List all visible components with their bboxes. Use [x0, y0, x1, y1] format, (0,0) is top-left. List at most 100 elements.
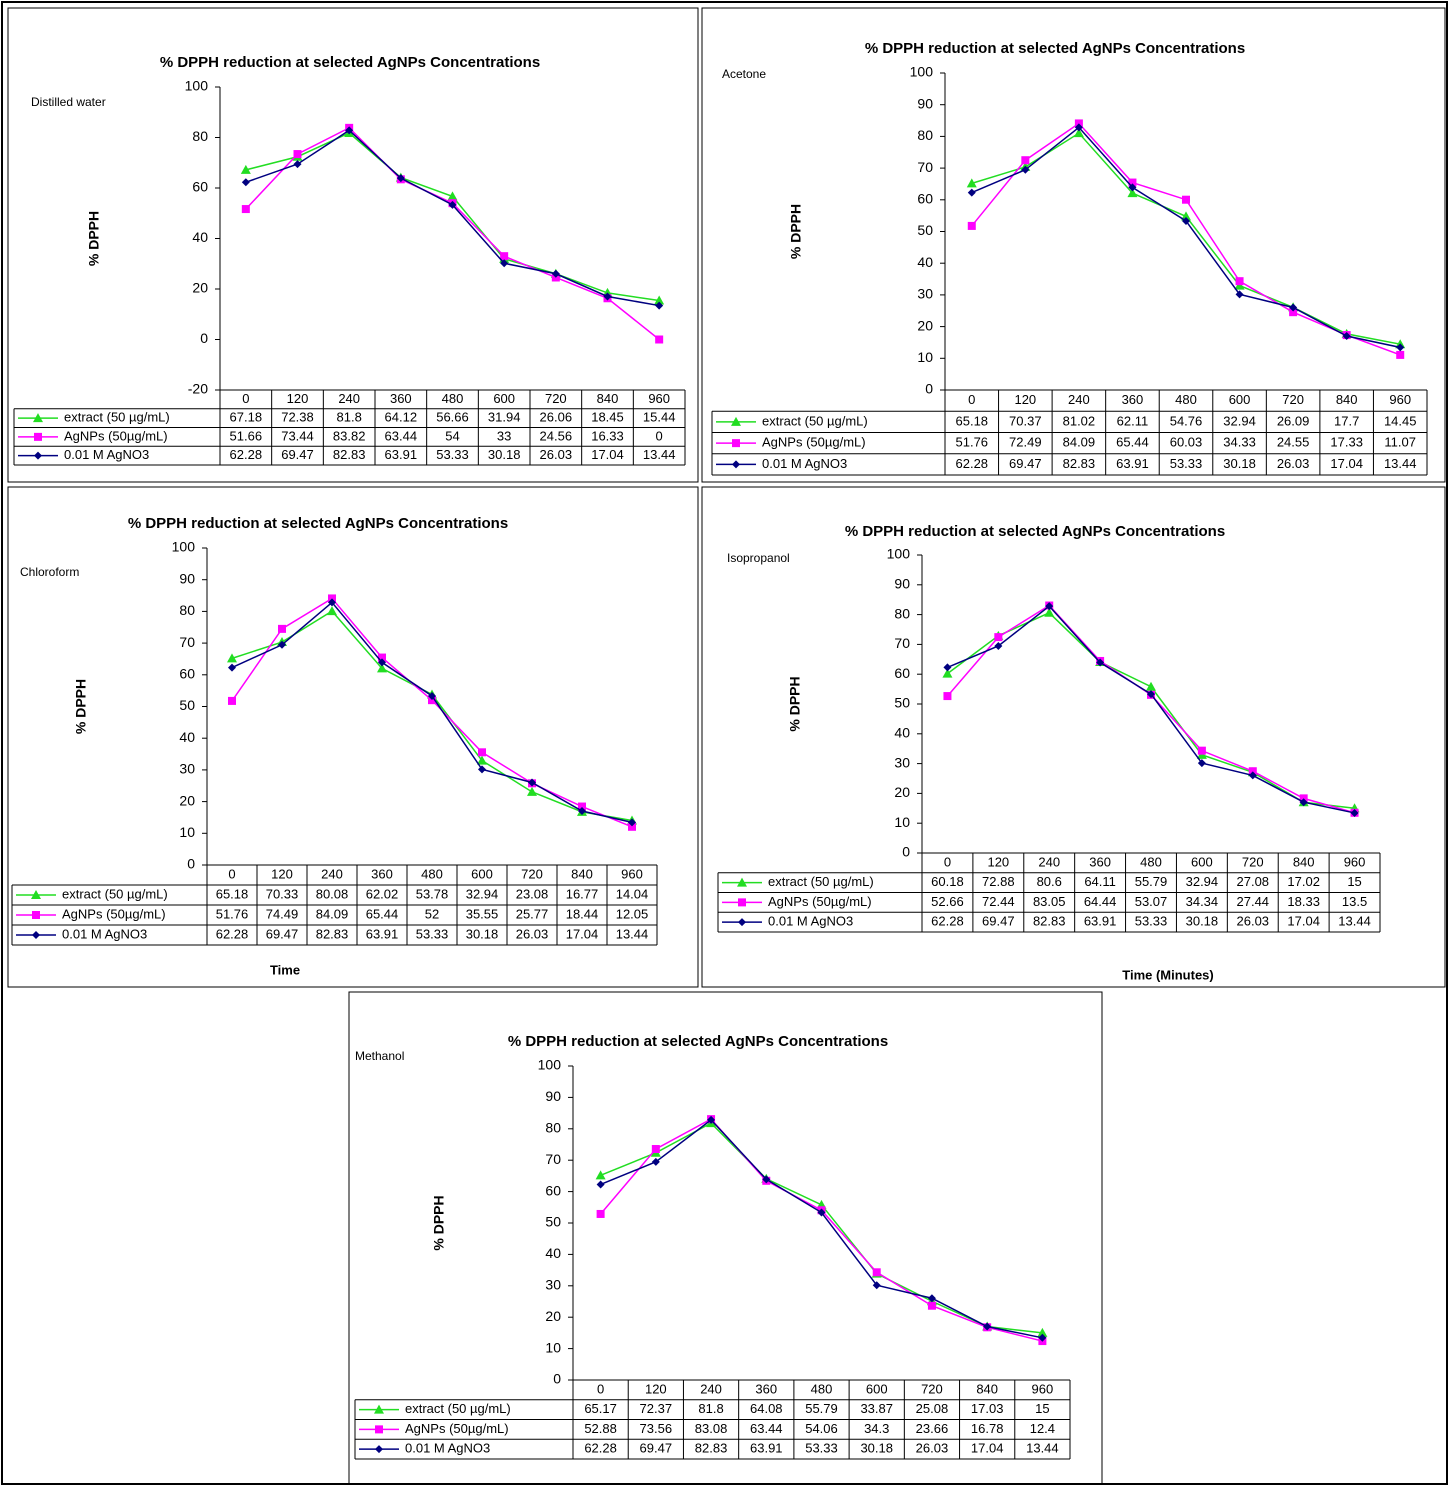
point-marker [378, 653, 386, 662]
y-tick-label: 60 [545, 1182, 561, 1198]
point-marker [228, 696, 236, 705]
point-marker [551, 269, 560, 278]
point-marker [428, 696, 436, 705]
x-tick-label: 840 [597, 391, 619, 406]
point-marker [1289, 303, 1298, 312]
chart-title: % DPPH reduction at selected AgNPs Conce… [508, 1033, 888, 1050]
point-marker [942, 668, 953, 678]
table-value: 13.44 [643, 447, 676, 462]
series-line [245, 129, 660, 307]
point-marker [428, 691, 436, 700]
chart-title: % DPPH reduction at selected AgNPs Conce… [845, 523, 1225, 540]
y-tick-label: 40 [545, 1245, 561, 1261]
table-value: 30.18 [1186, 914, 1219, 929]
x-tick-label: 240 [1038, 854, 1060, 869]
point-marker [1342, 331, 1351, 340]
y-tick-label: 70 [917, 159, 933, 175]
x-tick-label: 120 [987, 854, 1009, 869]
point-marker [1074, 123, 1083, 132]
table-value: 53.78 [416, 886, 449, 901]
point-marker [966, 178, 977, 188]
table-value: 60.03 [1170, 435, 1203, 450]
point-marker [578, 806, 586, 815]
x-tick-label: 360 [1122, 392, 1144, 407]
table-value: 16.33 [591, 428, 624, 443]
point-marker [328, 598, 336, 607]
table-value: 62.28 [956, 456, 989, 471]
table-value: 26.03 [540, 447, 573, 462]
y-tick-label: 50 [894, 695, 910, 711]
x-tick-label: 720 [545, 391, 567, 406]
legend-label: extract (50 µg/mL) [64, 410, 170, 425]
y-tick-label: 20 [179, 792, 195, 808]
table-value: 70.37 [1009, 413, 1042, 428]
point-marker [578, 802, 586, 811]
point-marker [655, 301, 664, 310]
y-tick-label: 30 [545, 1277, 561, 1293]
point-marker [927, 1294, 936, 1303]
table-value: 60.18 [931, 874, 964, 889]
series-line [600, 1118, 1043, 1339]
point-marker [34, 432, 42, 441]
table-value: 62.28 [230, 447, 263, 462]
x-tick-label: 120 [1014, 392, 1036, 407]
point-marker [1235, 277, 1244, 286]
legend-label: 0.01 M AgNO3 [768, 914, 853, 929]
y-axis-label: % DPPH [73, 679, 89, 734]
table-value: 14.45 [1384, 413, 1417, 428]
table-value: 63.91 [1116, 456, 1149, 471]
table-value: 64.44 [1084, 894, 1117, 909]
legend-label: 0.01 M AgNO3 [762, 456, 847, 471]
x-tick-label: 240 [321, 866, 343, 881]
series-line [231, 601, 633, 824]
point-marker [478, 765, 486, 774]
point-marker [1235, 290, 1244, 299]
chart-title: % DPPH reduction at selected AgNPs Conce… [160, 54, 540, 71]
point-marker [240, 164, 251, 174]
point-marker [227, 653, 237, 663]
x-tick-label: 0 [242, 391, 249, 406]
point-marker [1396, 350, 1405, 359]
x-tick-label: 600 [493, 391, 515, 406]
y-tick-label: 80 [192, 128, 208, 144]
point-marker [1045, 602, 1054, 611]
table-value: 52 [425, 906, 439, 921]
x-tick-label: 960 [1344, 854, 1366, 869]
point-marker [628, 818, 636, 827]
y-tick-label: 0 [187, 856, 195, 872]
table-value: 81.8 [698, 1401, 723, 1416]
table-value: 30.18 [1223, 456, 1256, 471]
point-marker [872, 1268, 881, 1277]
x-tick-label: 0 [228, 866, 235, 881]
annotation: Distilled water [31, 95, 106, 109]
point-marker [447, 191, 458, 201]
point-marker [1181, 211, 1191, 221]
point-marker [603, 292, 612, 301]
x-tick-label: 480 [1140, 854, 1162, 869]
point-marker [737, 877, 747, 887]
series-line [600, 1122, 1043, 1334]
point-marker [596, 1180, 605, 1189]
table-value: 65.17 [584, 1401, 617, 1416]
x-tick-label: 360 [371, 866, 393, 881]
table-value: 65.44 [366, 906, 399, 921]
table-value: 80.08 [316, 886, 349, 901]
y-tick-label: 10 [917, 349, 933, 365]
table-value: 31.94 [488, 410, 521, 425]
y-axis-label: % DPPH [788, 204, 804, 259]
y-tick-label: 20 [192, 280, 208, 296]
series-line [971, 122, 1401, 356]
table-value: 63.91 [366, 926, 399, 941]
table-value: 30.18 [488, 447, 521, 462]
legend-label: 0.01 M AgNO3 [64, 447, 149, 462]
point-marker [1299, 798, 1308, 807]
panel-frame [701, 7, 1446, 483]
legend-label: AgNPs (50µg/mL) [762, 435, 866, 450]
table-value: 27.44 [1237, 894, 1270, 909]
point-marker [241, 178, 250, 187]
x-tick-label: 840 [1336, 392, 1358, 407]
table-value: 32.94 [1186, 874, 1219, 889]
y-tick-label: -20 [188, 381, 208, 397]
point-marker [345, 126, 354, 135]
table-value: 25.08 [916, 1401, 949, 1416]
